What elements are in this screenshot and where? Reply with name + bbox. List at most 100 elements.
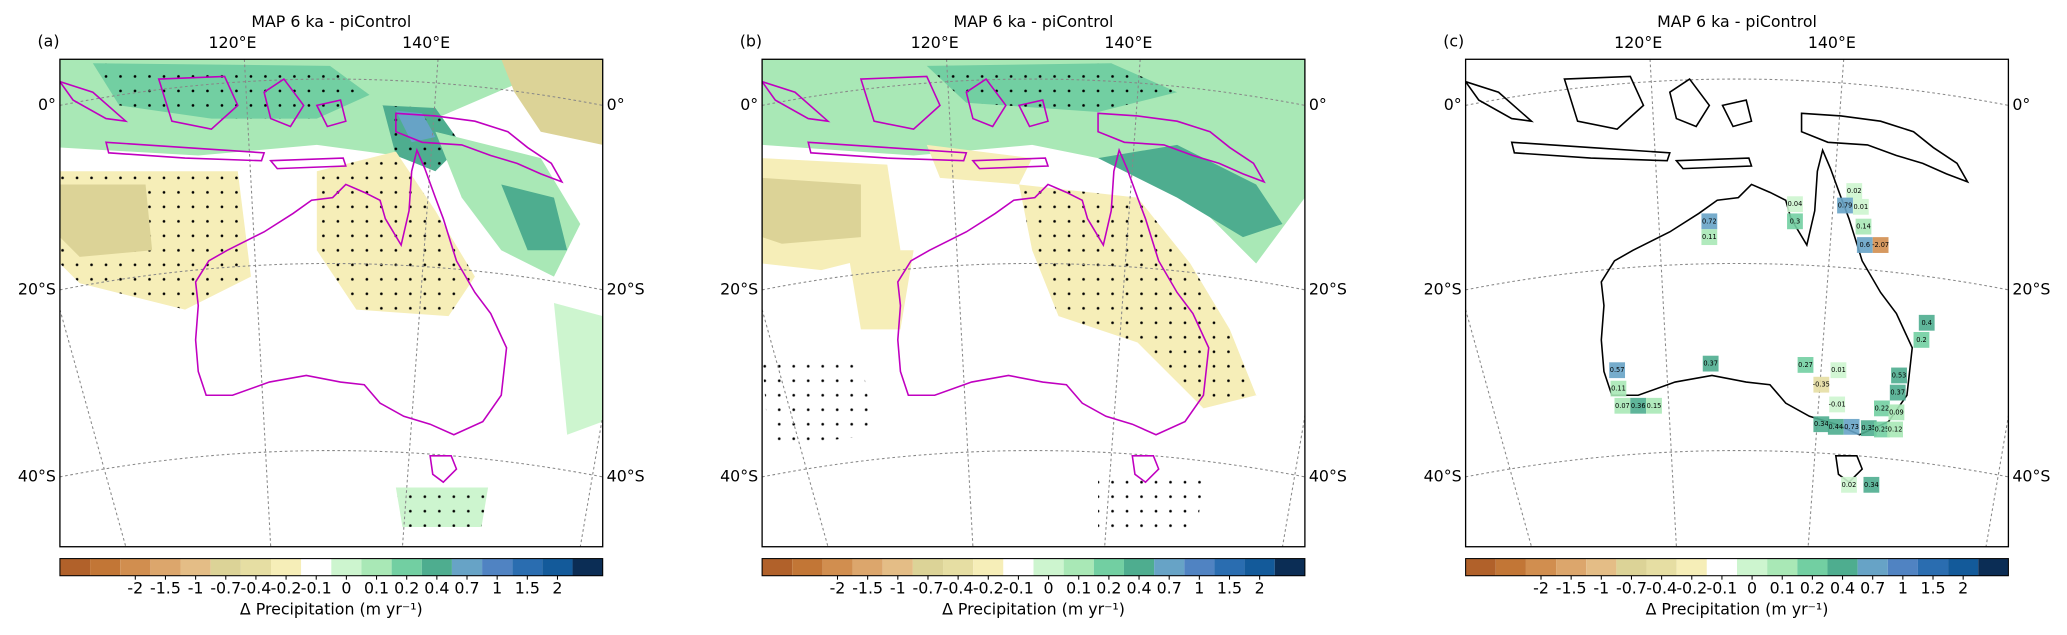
graticule <box>59 450 603 478</box>
site-cell <box>1856 237 1873 253</box>
colorbar-tick-label: -0.7 <box>913 578 944 597</box>
colorbar-box <box>1003 558 1034 576</box>
colorbar-tick-label: -0.7 <box>1616 578 1647 597</box>
site-label: 0.53 <box>1892 371 1907 379</box>
colorbar-box <box>1274 558 1305 576</box>
coastline <box>1721 99 1753 128</box>
colorbar-box <box>512 558 543 576</box>
colorbar-tick-label: 0.2 <box>1096 578 1121 597</box>
precip-field <box>553 303 603 435</box>
site-label: 0.09 <box>1889 408 1904 416</box>
colorbar-tick-label: 1.5 <box>515 578 540 597</box>
colorbar-tick-label: 2 <box>1958 578 1968 597</box>
colorbar-label: Δ Precipitation (m yr⁻¹) <box>1646 599 1829 618</box>
colorbar-tick-label: 2 <box>552 578 562 597</box>
stipple <box>926 63 1178 112</box>
colorbar-tick-label: 2 <box>1255 578 1265 597</box>
colorbar-tick-label: 0.1 <box>1770 578 1795 597</box>
coastline <box>1017 99 1049 128</box>
colorbar-tick-label: -0.1 <box>1707 578 1738 597</box>
lat-label: 40°S <box>1309 466 1347 485</box>
stipple <box>316 151 475 317</box>
colorbar-tick-label: 0.4 <box>1830 578 1855 597</box>
colorbar-tick-label: 0.2 <box>394 578 419 597</box>
site-cell <box>1872 237 1889 253</box>
site-label: 0.36 <box>1631 402 1646 410</box>
site-cell <box>1860 420 1877 437</box>
coastline <box>1668 77 1711 128</box>
graticule <box>1281 412 1305 547</box>
colorbar-box <box>852 558 883 576</box>
colorbar-box <box>1917 558 1949 576</box>
panel-label: (c) <box>1443 32 1464 51</box>
colorbar-box <box>421 558 452 576</box>
map-frame <box>59 58 604 548</box>
site-cell <box>1874 400 1890 417</box>
coastline <box>1834 455 1864 484</box>
coastline <box>965 77 1007 128</box>
site-cell <box>1830 362 1847 379</box>
site-cell <box>1787 213 1803 230</box>
lat-label: 20°S <box>720 279 758 298</box>
colorbar-tick-label: -0.2 <box>973 578 1004 597</box>
site-label: 0.01 <box>1831 366 1846 374</box>
coastline <box>807 141 968 162</box>
colorbar-tick-label: 0 <box>1044 578 1054 597</box>
colorbar-box <box>882 558 913 576</box>
panel-title: MAP 6 ka - piControl <box>1657 12 1817 31</box>
panel-label: (a) <box>38 32 60 51</box>
colorbar-tick-label: 1.5 <box>1920 578 1945 597</box>
site-label: 0.02 <box>1847 187 1862 195</box>
colorbar-tick-label: 0.4 <box>1126 578 1151 597</box>
lon-label: 140°E <box>1808 33 1856 52</box>
coastline <box>1800 112 1970 184</box>
colorbar-tick-label: 1 <box>1898 578 1908 597</box>
site-label: 0.73 <box>1844 423 1859 431</box>
coastline <box>59 80 129 123</box>
map-area <box>1465 59 2009 547</box>
site-label: 0.11 <box>1702 233 1717 241</box>
colorbar-tick-label: -2 <box>1533 578 1549 597</box>
coastline <box>896 147 1210 436</box>
colorbar-frame <box>761 558 1306 577</box>
colorbar-box <box>762 558 793 576</box>
colorbar-box <box>1184 558 1215 576</box>
colorbar-box <box>391 558 422 576</box>
colorbar-box <box>943 558 974 576</box>
lon-label: 120°E <box>208 33 256 52</box>
colorbar-box <box>792 558 823 576</box>
site-label: 0.12 <box>1888 425 1903 433</box>
lat-label: 20°S <box>18 279 56 298</box>
site-label: 0.34 <box>1864 481 1879 489</box>
colorbar-tick-label: -0.7 <box>210 578 241 597</box>
colorbar-box <box>1556 558 1587 576</box>
site-cell <box>1787 196 1803 213</box>
lon-label: 140°E <box>1104 33 1152 52</box>
colorbar-box <box>572 558 603 576</box>
site-cell <box>1813 416 1830 433</box>
colorbar-tick-label: -2 <box>127 578 143 597</box>
colorbar-box <box>1797 558 1828 576</box>
site-cell <box>1610 380 1627 397</box>
colorbar-tick-label: -2 <box>830 578 846 597</box>
panel-title: MAP 6 ka - piControl <box>954 12 1114 31</box>
precip-field <box>762 59 1305 264</box>
lat-label: 40°S <box>18 466 56 485</box>
colorbar-tick-label: -1 <box>1593 578 1609 597</box>
colorbar-tick-label: 1.5 <box>1217 578 1242 597</box>
site-cell <box>1797 357 1814 373</box>
precip-field <box>501 184 568 251</box>
colorbar-box <box>1063 558 1094 576</box>
graticule <box>401 59 439 547</box>
site-cell <box>1646 397 1662 414</box>
map-frame <box>761 58 1306 548</box>
coastline <box>1097 112 1266 184</box>
site-label: 0.34 <box>1814 420 1829 428</box>
precip-field <box>59 184 153 257</box>
stipple <box>1098 474 1204 534</box>
lat-label: 0° <box>38 95 56 114</box>
site-cell <box>1841 476 1857 493</box>
lat-label: 0° <box>740 95 758 114</box>
colorbar-tick-label: -1 <box>188 578 204 597</box>
site-cell <box>1888 404 1905 421</box>
